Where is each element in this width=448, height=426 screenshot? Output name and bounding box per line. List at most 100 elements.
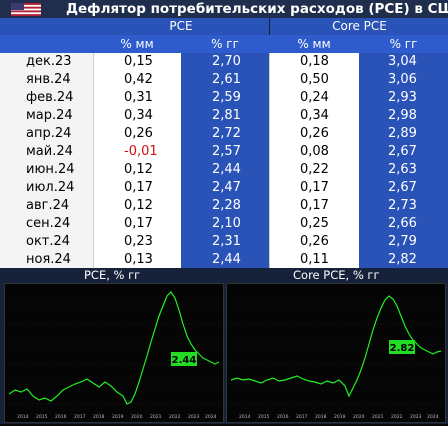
pce-mm-cell: 0,42 bbox=[93, 71, 181, 89]
core-yy-cell: 3,06 bbox=[359, 71, 448, 89]
table-row: окт.24 0,23 2,31 0,26 2,79 bbox=[0, 233, 448, 251]
x-tick-2020: 2020 bbox=[353, 414, 365, 420]
pce-last-value-label bbox=[171, 352, 197, 366]
table-row: июн.24 0,12 2,44 0,22 2,63 bbox=[0, 161, 448, 179]
core-yy-cell: 2,98 bbox=[359, 107, 448, 125]
date-cell: окт.24 bbox=[0, 233, 93, 251]
date-cell: мар.24 bbox=[0, 107, 93, 125]
core-yy-cell: 2,73 bbox=[359, 197, 448, 215]
pce-x-ticks: 2014 2015 2016 2017 2018 2019 2020 2021 … bbox=[17, 414, 217, 420]
x-tick-2019: 2019 bbox=[334, 414, 346, 420]
pce-yy-cell: 2,59 bbox=[181, 89, 269, 107]
core-mm-cell: 0,50 bbox=[269, 71, 359, 89]
subheader-date bbox=[0, 35, 93, 53]
core-yy-cell: 2,67 bbox=[359, 179, 448, 197]
subheader-pce-mm: % мм bbox=[93, 35, 181, 53]
pce-yy-cell: 2,61 bbox=[181, 71, 269, 89]
pce-mm-cell: 0,15 bbox=[93, 53, 181, 71]
x-tick-2024: 2024 bbox=[205, 414, 217, 420]
x-tick-2019: 2019 bbox=[112, 414, 124, 420]
core-yy-cell: 2,93 bbox=[359, 89, 448, 107]
pce-yy-cell: 2,10 bbox=[181, 215, 269, 233]
x-tick-2014: 2014 bbox=[239, 414, 251, 420]
core-yy-cell: 3,04 bbox=[359, 53, 448, 71]
pce-yy-cell: 2,31 bbox=[181, 233, 269, 251]
pce-yy-cell: 2,70 bbox=[181, 53, 269, 71]
date-cell: сен.24 bbox=[0, 215, 93, 233]
x-tick-2017: 2017 bbox=[296, 414, 308, 420]
core-mm-cell: 0,18 bbox=[269, 53, 359, 71]
core-yy-cell: 2,67 bbox=[359, 143, 448, 161]
group-header-pce: PCE bbox=[93, 18, 269, 35]
core-yy-cell: 2,63 bbox=[359, 161, 448, 179]
pce-line bbox=[8, 291, 220, 405]
core-mm-cell: 0,24 bbox=[269, 89, 359, 107]
x-tick-2017: 2017 bbox=[74, 414, 86, 420]
subheader-core-yy: % гг bbox=[359, 35, 448, 53]
core-mm-cell: 0,17 bbox=[269, 197, 359, 215]
x-tick-2023: 2023 bbox=[410, 414, 422, 420]
pce-chart-title: PCE, % гг bbox=[84, 268, 141, 282]
pce-mm-cell: 0,13 bbox=[93, 251, 181, 269]
pce-yy-cell: 2,28 bbox=[181, 197, 269, 215]
group-header-blank bbox=[0, 18, 93, 35]
date-cell: апр.24 bbox=[0, 125, 93, 143]
group-header-core-pce: Core PCE bbox=[269, 18, 448, 35]
table-row: фев.24 0,31 2,59 0,24 2,93 bbox=[0, 89, 448, 107]
core-yy-cell: 2,79 bbox=[359, 233, 448, 251]
x-tick-2022: 2022 bbox=[391, 414, 403, 420]
subheader-pce-yy: % гг bbox=[181, 35, 269, 53]
table-row: апр.24 0,26 2,72 0,26 2,89 bbox=[0, 125, 448, 143]
pce-mm-cell: 0,12 bbox=[93, 197, 181, 215]
core-mm-cell: 0,11 bbox=[269, 251, 359, 269]
pce-mm-cell: 0,12 bbox=[93, 161, 181, 179]
core-mm-cell: 0,17 bbox=[269, 179, 359, 197]
subheader-core-mm: % мм bbox=[269, 35, 359, 53]
core-pce-chart: 2.82 2014 2015 2016 2017 2018 2019 2020 … bbox=[226, 283, 446, 423]
table-row: мар.24 0,34 2,81 0,34 2,98 bbox=[0, 107, 448, 125]
table-row: янв.24 0,42 2,61 0,50 3,06 bbox=[0, 71, 448, 89]
pce-yy-cell: 2,44 bbox=[181, 161, 269, 179]
pce-chart-svg: 2.44 2014 2015 2016 2017 2018 2019 2020 … bbox=[5, 291, 223, 420]
core-pce-last-value-text: 2.82 bbox=[390, 343, 415, 354]
core-mm-cell: 0,26 bbox=[269, 125, 359, 143]
pce-yy-cell: 2,81 bbox=[181, 107, 269, 125]
x-tick-2014: 2014 bbox=[17, 414, 29, 420]
x-tick-2024: 2024 bbox=[427, 414, 439, 420]
pce-yy-cell: 2,47 bbox=[181, 179, 269, 197]
x-tick-2023: 2023 bbox=[188, 414, 200, 420]
core-yy-cell: 2,89 bbox=[359, 125, 448, 143]
pce-yy-cell: 2,57 bbox=[181, 143, 269, 161]
core-mm-cell: 0,22 bbox=[269, 161, 359, 179]
date-cell: дек.23 bbox=[0, 53, 93, 71]
table-row: сен.24 0,17 2,10 0,25 2,66 bbox=[0, 215, 448, 233]
core-yy-cell: 2,82 bbox=[359, 251, 448, 269]
table-row: июл.24 0,17 2,47 0,17 2,67 bbox=[0, 179, 448, 197]
pce-mm-cell: 0,17 bbox=[93, 179, 181, 197]
core-mm-cell: 0,34 bbox=[269, 107, 359, 125]
x-tick-2022: 2022 bbox=[169, 414, 181, 420]
core-mm-cell: 0,08 bbox=[269, 143, 359, 161]
date-cell: июн.24 bbox=[0, 161, 93, 179]
core-mm-cell: 0,25 bbox=[269, 215, 359, 233]
x-tick-2015: 2015 bbox=[258, 414, 270, 420]
date-cell: июл.24 bbox=[0, 179, 93, 197]
pce-mm-cell: 0,17 bbox=[93, 215, 181, 233]
table-row: ноя.24 0,13 2,44 0,11 2,82 bbox=[0, 251, 448, 269]
core-yy-cell: 2,66 bbox=[359, 215, 448, 233]
core-pce-line bbox=[230, 295, 442, 398]
pce-mm-cell: 0,23 bbox=[93, 233, 181, 251]
x-tick-2021: 2021 bbox=[150, 414, 162, 420]
date-cell: ноя.24 bbox=[0, 251, 93, 269]
table-row: май.24 -0,01 2,57 0,08 2,67 bbox=[0, 143, 448, 161]
x-tick-2021: 2021 bbox=[372, 414, 384, 420]
pce-mm-cell: 0,31 bbox=[93, 89, 181, 107]
x-tick-2015: 2015 bbox=[36, 414, 48, 420]
us-flag-icon bbox=[11, 3, 41, 16]
x-tick-2016: 2016 bbox=[277, 414, 289, 420]
pce-last-value-text: 2.44 bbox=[172, 355, 197, 366]
pce-yy-cell: 2,44 bbox=[181, 251, 269, 269]
date-cell: фев.24 bbox=[0, 89, 93, 107]
x-tick-2018: 2018 bbox=[93, 414, 105, 420]
pce-mm-cell: -0,01 bbox=[93, 143, 181, 161]
